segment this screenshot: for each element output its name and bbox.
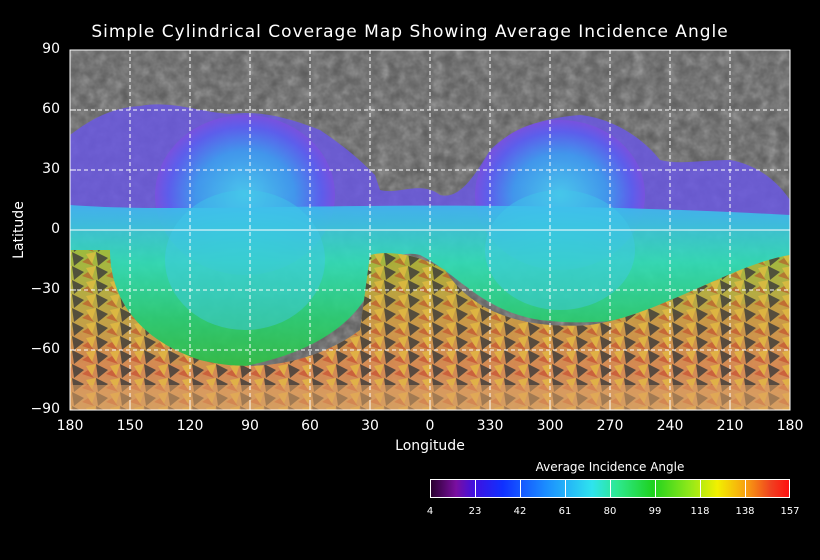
colorbar-tick-label: 80 xyxy=(603,506,617,517)
x-tick-label: 150 xyxy=(116,418,144,434)
y-axis-label: Latitude xyxy=(11,201,27,259)
map-title: Simple Cylindrical Coverage Map Showing … xyxy=(91,22,729,42)
colorbar xyxy=(430,479,790,498)
colorbar-divider xyxy=(475,480,476,497)
y-tick-label: 60 xyxy=(42,101,60,117)
y-tick-label: −90 xyxy=(30,401,60,417)
x-tick-label: 240 xyxy=(656,418,684,434)
colorbar-tick-label: 138 xyxy=(735,506,755,517)
colorbar-divider xyxy=(565,480,566,497)
colorbar-divider xyxy=(520,480,521,497)
x-tick-label: 120 xyxy=(176,418,204,434)
y-tick-label: −60 xyxy=(30,341,60,357)
x-tick-label: 180 xyxy=(56,418,84,434)
x-tick-label: 90 xyxy=(241,418,259,434)
x-tick-label: 330 xyxy=(476,418,504,434)
colorbar-divider xyxy=(655,480,656,497)
axis-ticks xyxy=(69,49,791,411)
colorbar-tick-label: 157 xyxy=(780,506,800,517)
colorbar-divider xyxy=(610,480,611,497)
x-tick-label: 300 xyxy=(536,418,564,434)
colorbar-tick-label: 61 xyxy=(558,506,572,517)
x-tick-label: 60 xyxy=(301,418,319,434)
x-tick-label: 210 xyxy=(716,418,744,434)
y-tick-label: 30 xyxy=(42,161,60,177)
y-tick-label: 0 xyxy=(51,221,60,237)
x-axis-label: Longitude xyxy=(395,438,465,454)
x-tick-label: 270 xyxy=(596,418,624,434)
x-tick-label: 30 xyxy=(361,418,379,434)
map-grid xyxy=(70,50,790,410)
colorbar-tick-label: 99 xyxy=(648,506,662,517)
colorbar-tick-label: 4 xyxy=(426,506,434,517)
colorbar-divider xyxy=(745,480,746,497)
y-tick-label: −30 xyxy=(30,281,60,297)
x-tick-label: 180 xyxy=(776,418,804,434)
x-tick-label: 0 xyxy=(425,418,435,434)
colorbar-title: Average Incidence Angle xyxy=(535,460,685,474)
colorbar-tick-label: 42 xyxy=(513,506,527,517)
colorbar-tick-label: 23 xyxy=(468,506,482,517)
colorbar-divider xyxy=(700,480,701,497)
y-tick-label: 90 xyxy=(42,41,60,57)
colorbar-tick-label: 118 xyxy=(690,506,710,517)
